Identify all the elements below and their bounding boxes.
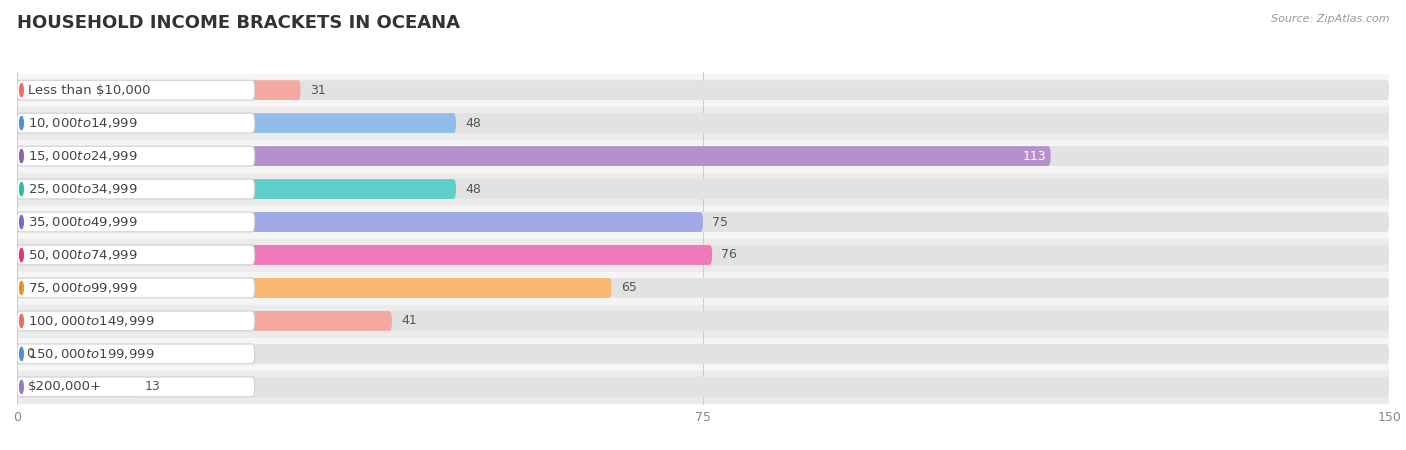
Text: 48: 48 xyxy=(465,183,481,196)
FancyBboxPatch shape xyxy=(17,179,1389,199)
Circle shape xyxy=(20,84,24,97)
FancyBboxPatch shape xyxy=(17,179,254,199)
FancyBboxPatch shape xyxy=(17,377,1389,397)
FancyBboxPatch shape xyxy=(17,146,1389,166)
FancyBboxPatch shape xyxy=(17,113,1389,133)
Text: 76: 76 xyxy=(721,248,737,261)
Bar xyxy=(17,338,1389,370)
FancyBboxPatch shape xyxy=(17,278,1389,298)
Bar xyxy=(17,107,1389,139)
FancyBboxPatch shape xyxy=(17,311,254,331)
Text: 75: 75 xyxy=(713,216,728,229)
FancyBboxPatch shape xyxy=(17,80,1389,100)
Text: HOUSEHOLD INCOME BRACKETS IN OCEANA: HOUSEHOLD INCOME BRACKETS IN OCEANA xyxy=(17,14,460,32)
Text: 113: 113 xyxy=(1022,149,1046,162)
FancyBboxPatch shape xyxy=(17,113,456,133)
Text: $100,000 to $149,999: $100,000 to $149,999 xyxy=(28,314,155,328)
FancyBboxPatch shape xyxy=(17,377,136,397)
Text: 13: 13 xyxy=(145,380,160,393)
Text: 41: 41 xyxy=(401,315,416,328)
Text: $25,000 to $34,999: $25,000 to $34,999 xyxy=(28,182,138,196)
FancyBboxPatch shape xyxy=(17,80,301,100)
Bar xyxy=(17,206,1389,238)
Text: $150,000 to $199,999: $150,000 to $199,999 xyxy=(28,347,155,361)
Text: $50,000 to $74,999: $50,000 to $74,999 xyxy=(28,248,138,262)
FancyBboxPatch shape xyxy=(17,344,1389,364)
FancyBboxPatch shape xyxy=(17,278,254,298)
Text: 48: 48 xyxy=(465,117,481,130)
FancyBboxPatch shape xyxy=(17,245,1389,265)
Bar xyxy=(17,371,1389,403)
FancyBboxPatch shape xyxy=(17,311,392,331)
FancyBboxPatch shape xyxy=(17,344,254,364)
Text: $10,000 to $14,999: $10,000 to $14,999 xyxy=(28,116,138,130)
Bar xyxy=(17,239,1389,271)
Text: 65: 65 xyxy=(620,281,637,294)
Bar xyxy=(17,305,1389,337)
FancyBboxPatch shape xyxy=(17,146,1050,166)
FancyBboxPatch shape xyxy=(17,245,254,265)
Circle shape xyxy=(20,281,24,295)
Circle shape xyxy=(20,248,24,261)
Bar xyxy=(17,173,1389,205)
Text: Less than $10,000: Less than $10,000 xyxy=(28,84,150,97)
Text: 0: 0 xyxy=(27,347,34,360)
Circle shape xyxy=(20,315,24,328)
FancyBboxPatch shape xyxy=(17,311,1389,331)
Bar xyxy=(17,140,1389,172)
FancyBboxPatch shape xyxy=(17,179,456,199)
Text: $200,000+: $200,000+ xyxy=(28,380,101,393)
Text: $35,000 to $49,999: $35,000 to $49,999 xyxy=(28,215,138,229)
FancyBboxPatch shape xyxy=(17,212,254,232)
Circle shape xyxy=(20,117,24,130)
FancyBboxPatch shape xyxy=(17,80,254,100)
FancyBboxPatch shape xyxy=(17,212,703,232)
FancyBboxPatch shape xyxy=(17,278,612,298)
FancyBboxPatch shape xyxy=(17,146,254,166)
Text: $15,000 to $24,999: $15,000 to $24,999 xyxy=(28,149,138,163)
FancyBboxPatch shape xyxy=(17,113,254,133)
FancyBboxPatch shape xyxy=(17,212,1389,232)
Text: $75,000 to $99,999: $75,000 to $99,999 xyxy=(28,281,138,295)
Bar xyxy=(17,272,1389,304)
Circle shape xyxy=(20,149,24,162)
Circle shape xyxy=(20,380,24,393)
Circle shape xyxy=(20,182,24,196)
Circle shape xyxy=(20,216,24,229)
FancyBboxPatch shape xyxy=(17,245,713,265)
Text: Source: ZipAtlas.com: Source: ZipAtlas.com xyxy=(1271,14,1389,23)
Circle shape xyxy=(20,347,24,360)
Bar xyxy=(17,74,1389,106)
FancyBboxPatch shape xyxy=(17,377,254,397)
Text: 31: 31 xyxy=(309,84,325,97)
